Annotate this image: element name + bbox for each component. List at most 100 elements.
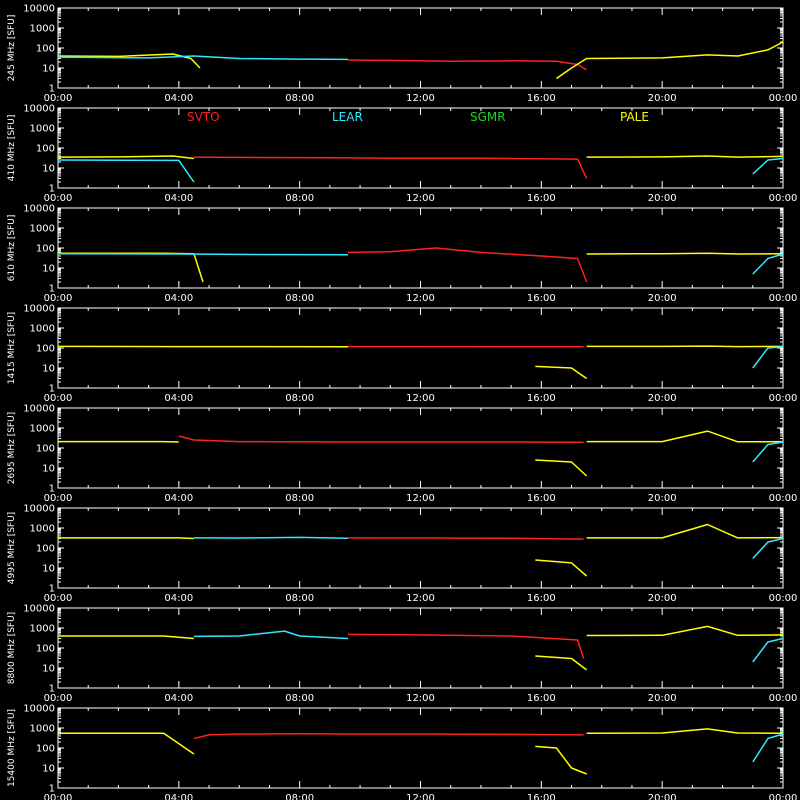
x-tick-label: 00:00 [44, 293, 73, 304]
x-tick-label: 00:00 [769, 593, 798, 604]
series-svto-line [347, 59, 587, 71]
x-tick-label: 00:00 [769, 293, 798, 304]
x-tick-label: 20:00 [648, 93, 677, 104]
y-tick-label: 1 [49, 84, 55, 95]
plot-frame [57, 107, 784, 189]
y-tick-label: 1 [49, 184, 55, 195]
x-tick-label: 08:00 [285, 793, 314, 800]
x-tick-label: 00:00 [44, 793, 73, 800]
y-tick-label: 100 [36, 344, 55, 355]
series-pale-line [58, 252, 204, 283]
x-tick-label: 00:00 [769, 793, 798, 800]
y-tick-label: 1 [49, 584, 55, 595]
y-tick-label: 100 [36, 544, 55, 555]
y-tick-label: 10 [42, 164, 55, 175]
plot-frame [57, 407, 784, 489]
x-tick-label: 12:00 [406, 493, 435, 504]
y-tick-label: 10000 [23, 4, 55, 15]
series-svto-line [347, 633, 585, 659]
series-svto-line [347, 537, 584, 540]
series-svto-line [193, 156, 588, 179]
series-pale-line [586, 155, 784, 158]
y-tick-label: 100 [36, 44, 55, 55]
y-axis-label: 610 MHz [SFU] [7, 215, 17, 282]
y-tick-label: 10000 [23, 504, 55, 515]
y-tick-label: 1000 [30, 524, 55, 535]
x-tick-label: 12:00 [406, 693, 435, 704]
y-tick-label: 1 [49, 284, 55, 295]
series-pale-line [586, 625, 784, 637]
series-pale-line [535, 559, 588, 577]
y-tick-label: 1000 [30, 324, 55, 335]
x-tick-label: 08:00 [285, 693, 314, 704]
series-pale-line [586, 345, 784, 348]
series-pale-line [586, 728, 784, 734]
x-tick-label: 08:00 [285, 93, 314, 104]
y-tick-label: 10000 [23, 304, 55, 315]
series-lear-line [752, 441, 784, 463]
x-tick-label: 00:00 [769, 393, 798, 404]
x-tick-label: 00:00 [44, 193, 73, 204]
x-tick-label: 00:00 [44, 393, 73, 404]
series-pale-line [535, 655, 588, 671]
y-tick-label: 1 [49, 384, 55, 395]
y-axis-label: 2695 MHz [SFU] [7, 412, 17, 484]
x-tick-label: 04:00 [164, 793, 193, 800]
series-lear-line [752, 733, 784, 763]
y-tick-label: 10 [42, 64, 55, 75]
series-pale-line [58, 537, 194, 540]
x-tick-label: 00:00 [769, 193, 798, 204]
x-tick-label: 16:00 [527, 693, 556, 704]
y-tick-label: 10000 [23, 704, 55, 715]
y-axis-label: 245 MHz [SFU] [7, 15, 17, 82]
legend-pale: PALE [620, 110, 649, 124]
x-tick-label: 16:00 [527, 793, 556, 800]
x-tick-label: 20:00 [648, 693, 677, 704]
y-tick-label: 10 [42, 564, 55, 575]
plot-frame [57, 707, 784, 789]
series-svto-line [193, 733, 584, 740]
x-tick-label: 00:00 [44, 493, 73, 504]
y-tick-label: 1000 [30, 124, 55, 135]
series-lear-line [57, 252, 349, 256]
plot-frame [57, 307, 784, 389]
x-tick-label: 20:00 [648, 493, 677, 504]
x-tick-label: 20:00 [648, 193, 677, 204]
series-pale-line [586, 523, 784, 539]
y-tick-label: 10 [42, 764, 55, 775]
series-pale-line [57, 53, 201, 69]
series-pale-line [586, 430, 784, 443]
series-lear-line [752, 157, 784, 175]
x-tick-label: 00:00 [769, 493, 798, 504]
y-tick-label: 1 [49, 684, 55, 695]
series-lear-line [752, 346, 784, 369]
y-tick-label: 10 [42, 664, 55, 675]
y-tick-label: 10000 [23, 204, 55, 215]
series-lear-line [752, 537, 784, 560]
series-pale-line [586, 252, 784, 255]
x-tick-label: 08:00 [285, 193, 314, 204]
legend-lear: LEAR [332, 110, 363, 124]
y-tick-label: 10000 [23, 104, 55, 115]
x-tick-label: 16:00 [527, 293, 556, 304]
legend-sgmr: SGMR [470, 110, 506, 124]
x-tick-label: 04:00 [164, 593, 193, 604]
x-tick-label: 12:00 [406, 93, 435, 104]
x-tick-label: 04:00 [164, 193, 193, 204]
plot-frame [57, 207, 784, 289]
x-tick-label: 12:00 [406, 293, 435, 304]
x-tick-label: 16:00 [527, 593, 556, 604]
x-tick-label: 00:00 [44, 693, 73, 704]
x-tick-label: 08:00 [285, 293, 314, 304]
series-pale-line [58, 635, 194, 640]
y-tick-label: 1 [49, 784, 55, 795]
series-svto-line [178, 435, 584, 443]
series-lear-line [193, 630, 349, 640]
series-pale-line [535, 459, 588, 477]
